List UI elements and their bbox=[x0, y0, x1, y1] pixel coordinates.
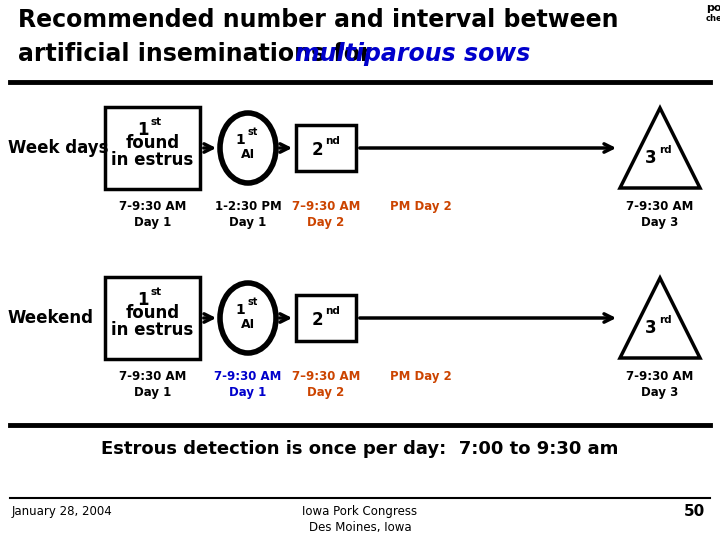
Text: AI: AI bbox=[241, 148, 255, 161]
Text: 1-2:30 PM
Day 1: 1-2:30 PM Day 1 bbox=[215, 200, 282, 229]
Text: Recommended number and interval between: Recommended number and interval between bbox=[18, 8, 618, 32]
Text: rd: rd bbox=[659, 315, 672, 325]
Text: Week days: Week days bbox=[8, 139, 109, 157]
Text: PM Day 2: PM Day 2 bbox=[390, 200, 452, 213]
Text: PM Day 2: PM Day 2 bbox=[390, 370, 452, 383]
Text: st: st bbox=[150, 287, 161, 297]
Text: 7-9:30 AM
Day 1: 7-9:30 AM Day 1 bbox=[215, 370, 282, 399]
Bar bbox=[296, 125, 356, 171]
Text: in estrus: in estrus bbox=[112, 151, 194, 169]
Polygon shape bbox=[620, 108, 700, 188]
Text: st: st bbox=[150, 117, 161, 127]
Text: Weekend: Weekend bbox=[8, 309, 94, 327]
Text: artificial inseminations for: artificial inseminations for bbox=[18, 42, 380, 66]
Text: st: st bbox=[247, 297, 257, 307]
Text: 7-9:30 AM
Day 1: 7-9:30 AM Day 1 bbox=[119, 370, 186, 399]
Ellipse shape bbox=[220, 283, 276, 353]
Text: checkoff: checkoff bbox=[706, 14, 720, 23]
Text: 3: 3 bbox=[645, 149, 657, 167]
Text: found: found bbox=[125, 304, 179, 322]
Text: 1: 1 bbox=[137, 291, 148, 309]
Text: 1: 1 bbox=[235, 303, 245, 317]
Ellipse shape bbox=[220, 113, 276, 183]
Text: st: st bbox=[247, 127, 257, 137]
Bar bbox=[296, 295, 356, 341]
Text: nd: nd bbox=[325, 306, 340, 316]
Text: nd: nd bbox=[325, 136, 340, 146]
Bar bbox=[105, 107, 200, 189]
Text: AI: AI bbox=[241, 319, 255, 332]
Text: found: found bbox=[125, 134, 179, 152]
Text: 50: 50 bbox=[684, 504, 705, 519]
Text: por: por bbox=[706, 3, 720, 13]
Bar bbox=[105, 277, 200, 359]
Text: 7–9:30 AM
Day 2: 7–9:30 AM Day 2 bbox=[292, 370, 360, 399]
Text: Iowa Pork Congress
Des Moines, Iowa: Iowa Pork Congress Des Moines, Iowa bbox=[302, 505, 418, 534]
Text: January 28, 2004: January 28, 2004 bbox=[12, 505, 113, 518]
Text: Estrous detection is once per day:  7:00 to 9:30 am: Estrous detection is once per day: 7:00 … bbox=[102, 440, 618, 458]
Text: 3: 3 bbox=[645, 319, 657, 337]
Text: 7-9:30 AM
Day 3: 7-9:30 AM Day 3 bbox=[626, 370, 693, 399]
Polygon shape bbox=[620, 278, 700, 358]
Text: in estrus: in estrus bbox=[112, 321, 194, 339]
Text: rd: rd bbox=[659, 145, 672, 155]
Text: 7-9:30 AM
Day 1: 7-9:30 AM Day 1 bbox=[119, 200, 186, 229]
Text: 2: 2 bbox=[311, 141, 323, 159]
Text: 1: 1 bbox=[137, 121, 148, 139]
Text: 7-9:30 AM
Day 3: 7-9:30 AM Day 3 bbox=[626, 200, 693, 229]
Text: 2: 2 bbox=[311, 311, 323, 329]
Text: 1: 1 bbox=[235, 133, 245, 147]
Text: multiparous sows: multiparous sows bbox=[295, 42, 531, 66]
Text: 7–9:30 AM
Day 2: 7–9:30 AM Day 2 bbox=[292, 200, 360, 229]
